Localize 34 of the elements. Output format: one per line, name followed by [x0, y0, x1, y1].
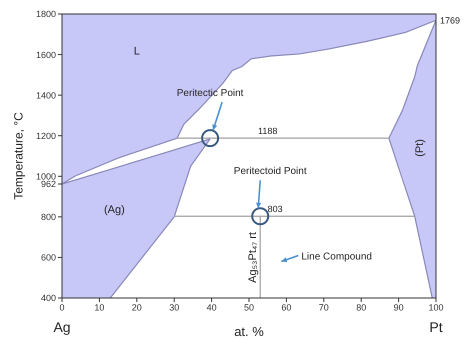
annotation: Peritectoid Point — [234, 166, 307, 178]
x-axis-title: at. % — [234, 324, 264, 339]
y-tick-label: 1600 — [36, 50, 56, 60]
annotation: Peritectic Point — [176, 88, 244, 100]
x-tick-label: 100 — [428, 302, 444, 312]
y-tick-label: 800 — [40, 212, 56, 222]
annotation: L — [134, 46, 140, 58]
x-tick-label: 20 — [132, 302, 142, 312]
annotation: 803 — [268, 204, 283, 214]
x-tick-label: 50 — [244, 302, 254, 312]
x-tick-label: 80 — [356, 302, 366, 312]
x-tick-label: 40 — [206, 302, 217, 312]
y-tick-label: 1800 — [36, 9, 56, 20]
annotation: (Pt) — [414, 139, 426, 157]
y-tick-label: 400 — [40, 293, 56, 304]
x-tick-label: 70 — [318, 302, 329, 312]
x-tick-label: 90 — [394, 302, 404, 312]
y-tick-label: 600 — [40, 252, 56, 263]
x-tick-label: 60 — [281, 302, 292, 312]
y-tick-label: 1400 — [36, 90, 56, 100]
y-tick-label: 1200 — [36, 130, 56, 141]
x-tick-label: 30 — [169, 302, 180, 312]
text: 1769 — [440, 15, 460, 26]
y-tick-label: 1000 — [36, 171, 56, 182]
annotation: Ag₅₃Pt₄₇ rt — [247, 232, 260, 283]
y-tick-label: 962 — [40, 179, 56, 190]
text: Ag — [53, 319, 71, 335]
y-axis-title: Temperature, °C — [11, 112, 26, 200]
annotation: 1188 — [258, 126, 278, 136]
x-tick-label: 10 — [94, 302, 104, 312]
annotation: (Ag) — [104, 204, 125, 216]
text: Pt — [429, 319, 443, 335]
annotation: Line Compound — [301, 251, 372, 262]
x-tick-label: 0 — [59, 302, 65, 312]
